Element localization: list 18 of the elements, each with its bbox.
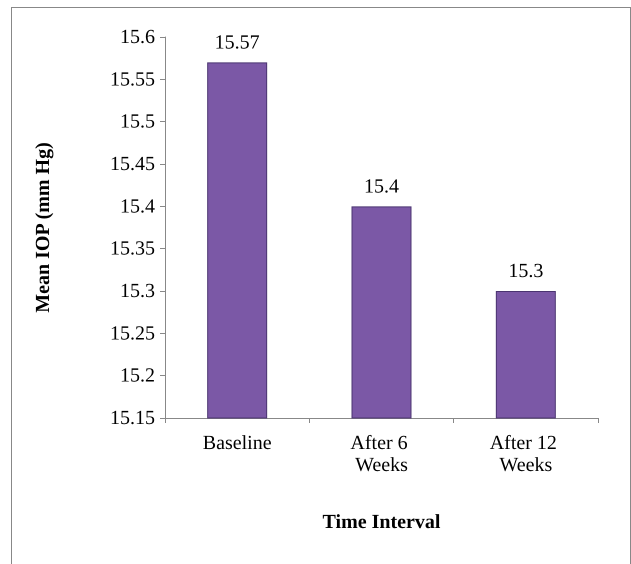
y-tick-label: 15.4 xyxy=(120,195,155,218)
x-tick-label: After 12 Weeks xyxy=(490,432,562,476)
x-tick-label: Baseline xyxy=(202,432,272,454)
y-tick-label: 15.6 xyxy=(120,26,155,48)
x-axis-title: Time Interval xyxy=(322,511,441,533)
data-label: 15.57 xyxy=(214,31,260,54)
y-tick-label: 15.25 xyxy=(110,322,155,344)
data-label: 15.3 xyxy=(508,260,544,282)
y-tick-label: 15.15 xyxy=(110,407,155,429)
y-tick-label: 15.55 xyxy=(110,68,155,90)
data-label: 15.4 xyxy=(364,175,399,198)
x-tick-label: After 6 Weeks xyxy=(350,432,413,476)
y-tick-label: 15.2 xyxy=(120,364,155,387)
y-tick-label: 15.45 xyxy=(110,153,155,175)
y-axis-title: Mean IOP (mm Hg) xyxy=(32,142,54,313)
y-tick-label: 15.3 xyxy=(120,280,155,302)
y-tick-label: 15.35 xyxy=(110,238,155,260)
y-tick-label: 15.5 xyxy=(120,110,155,133)
